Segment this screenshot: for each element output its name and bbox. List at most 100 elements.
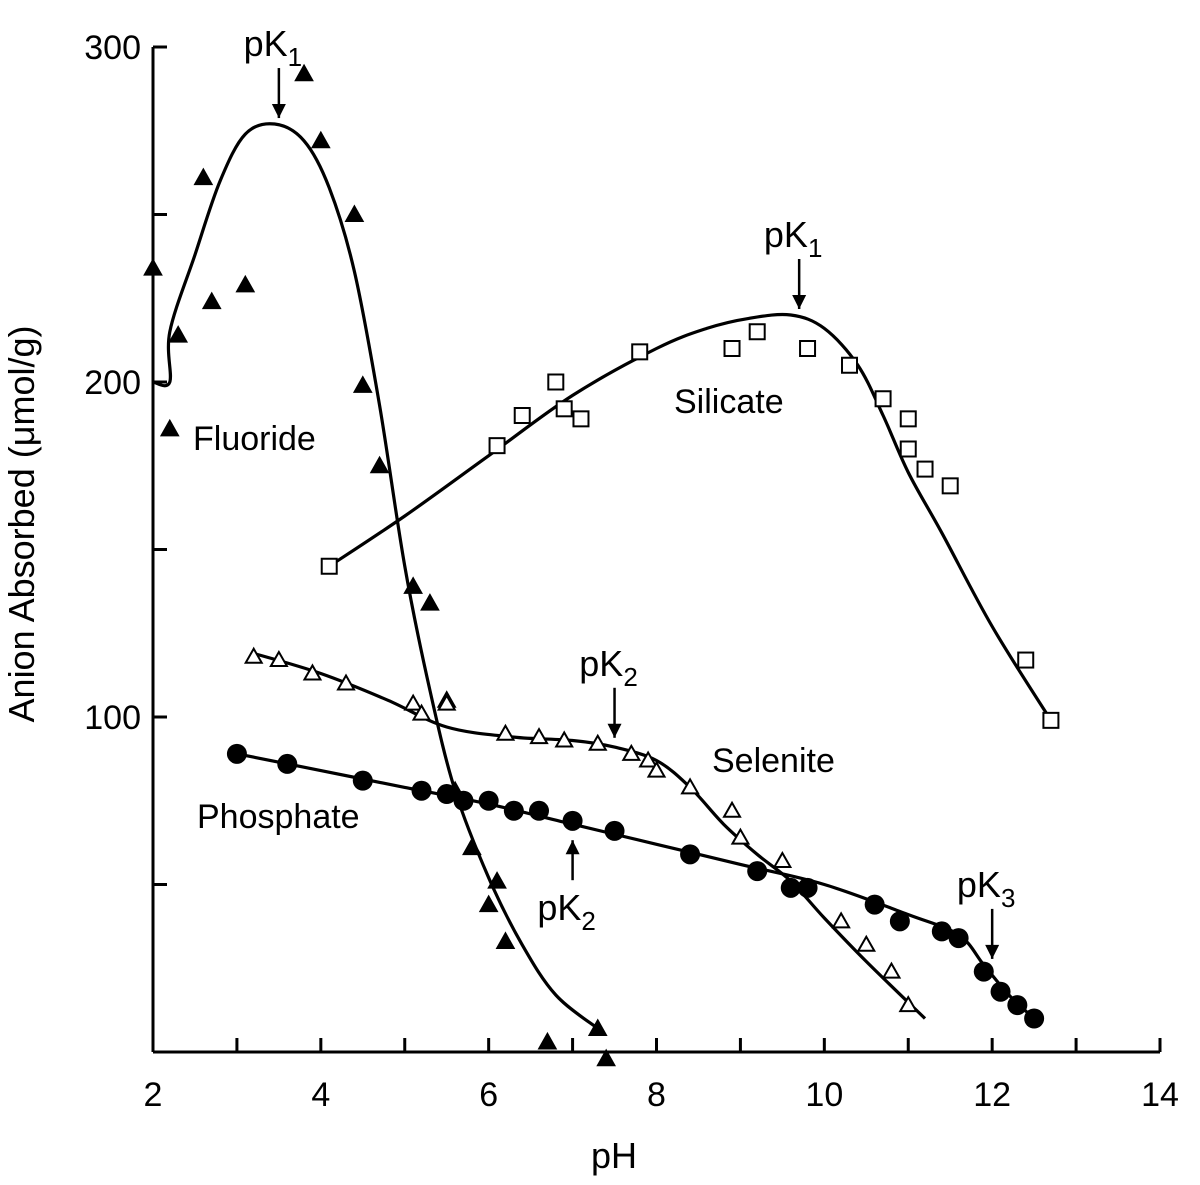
marker-selenite bbox=[529, 727, 549, 745]
series-label-fluoride: Fluoride bbox=[193, 420, 316, 458]
marker-phosphate bbox=[973, 961, 994, 982]
marker-phosphate bbox=[604, 820, 625, 841]
marker-silicate bbox=[1017, 651, 1035, 669]
series-label-selenite: Selenite bbox=[712, 742, 835, 780]
pk-arrow-head bbox=[565, 840, 580, 855]
marker-selenite bbox=[898, 995, 918, 1013]
marker-selenite bbox=[436, 693, 457, 711]
marker-selenite bbox=[881, 961, 902, 979]
marker-silicate bbox=[488, 437, 506, 455]
marker-silicate bbox=[547, 373, 565, 391]
marker-selenite bbox=[336, 673, 356, 691]
x-tick-label: 8 bbox=[647, 1076, 666, 1114]
marker-fluoride bbox=[294, 63, 314, 82]
marker-selenite bbox=[680, 777, 700, 795]
x-axis-title: pH bbox=[591, 1135, 637, 1176]
marker-selenite bbox=[411, 703, 432, 721]
marker-phosphate bbox=[529, 800, 550, 821]
x-tick-label: 2 bbox=[144, 1076, 163, 1114]
pk-label: pK2 bbox=[579, 643, 638, 692]
y-tick-label: 200 bbox=[84, 364, 141, 402]
marker-phosphate bbox=[562, 810, 583, 831]
marker-phosphate bbox=[1007, 995, 1028, 1016]
curve-silicate bbox=[328, 312, 1053, 722]
series-labels: Fluoride Silicate Selenite Phosphate bbox=[193, 383, 835, 836]
marker-selenite bbox=[646, 760, 667, 778]
marker-silicate bbox=[941, 477, 959, 495]
x-tick-label: 4 bbox=[311, 1076, 330, 1114]
marker-fluoride bbox=[369, 455, 390, 474]
pk-arrow-head bbox=[792, 295, 807, 309]
marker-phosphate bbox=[889, 911, 910, 932]
marker-selenite bbox=[730, 827, 751, 845]
marker-silicate bbox=[1042, 711, 1060, 729]
marker-fluoride bbox=[159, 418, 180, 437]
marker-silicate bbox=[748, 323, 766, 341]
y-axis-title: Anion Absorbed (μmol/g) bbox=[1, 326, 42, 723]
x-tick-label: 14 bbox=[1141, 1076, 1179, 1114]
marker-selenite bbox=[243, 646, 264, 664]
marker-fluoride bbox=[420, 593, 440, 611]
marker-fluoride bbox=[201, 291, 222, 310]
pk-annotation-silicate: pK1 bbox=[764, 214, 823, 309]
marker-silicate bbox=[631, 343, 649, 361]
pk-annotation-phosphate: pK2 bbox=[537, 840, 596, 936]
pk-arrow-head bbox=[985, 944, 1000, 959]
marker-phosphate bbox=[948, 928, 969, 949]
y-tick-label: 100 bbox=[84, 699, 141, 737]
marker-phosphate bbox=[747, 861, 768, 882]
marker-selenite bbox=[269, 650, 289, 668]
curve-phosphate bbox=[236, 752, 1036, 1020]
marker-silicate bbox=[899, 440, 917, 458]
marker-phosphate bbox=[411, 780, 432, 801]
marker-fluoride bbox=[403, 576, 423, 594]
marker-fluoride bbox=[193, 167, 214, 186]
marker-silicate bbox=[513, 407, 531, 424]
marker-selenite bbox=[831, 911, 851, 929]
y-tick-label: 300 bbox=[84, 29, 141, 67]
pk-arrow-head bbox=[271, 104, 286, 119]
marker-fluoride bbox=[587, 1018, 608, 1037]
marker-fluoride bbox=[478, 894, 499, 913]
marker-selenite bbox=[495, 723, 516, 741]
marker-selenite bbox=[722, 800, 742, 818]
curve-selenite bbox=[253, 651, 927, 1020]
marker-phosphate bbox=[277, 753, 298, 774]
pk-label: pK1 bbox=[244, 23, 303, 72]
pk-label: pK2 bbox=[537, 887, 596, 936]
marker-phosphate bbox=[780, 877, 801, 898]
pk-label: pK1 bbox=[764, 214, 823, 263]
marker-silicate bbox=[555, 400, 573, 418]
marker-fluoride bbox=[352, 375, 373, 393]
marker-fluoride bbox=[235, 274, 256, 293]
marker-phosphate bbox=[436, 784, 457, 805]
x-tick-label: 10 bbox=[805, 1076, 843, 1114]
marker-fluoride bbox=[495, 931, 516, 949]
fit-curves bbox=[152, 122, 1053, 1030]
marker-phosphate bbox=[226, 743, 247, 764]
marker-fluoride bbox=[596, 1048, 617, 1067]
series-label-phosphate: Phosphate bbox=[197, 798, 360, 836]
axes: 2 4 6 8 10 12 14 100 200 300 bbox=[84, 29, 1179, 1114]
marker-selenite bbox=[588, 733, 608, 751]
marker-selenite bbox=[638, 750, 658, 768]
marker-fluoride bbox=[487, 871, 507, 889]
marker-phosphate bbox=[453, 790, 474, 811]
marker-selenite bbox=[621, 743, 642, 761]
marker-selenite bbox=[554, 730, 574, 748]
marker-fluoride bbox=[537, 1031, 558, 1050]
pk-annotation-phosphate: pK3 bbox=[957, 864, 1016, 959]
marker-phosphate bbox=[680, 844, 701, 865]
marker-phosphate bbox=[352, 770, 373, 791]
marker-phosphate bbox=[931, 921, 952, 942]
pk-annotation-selenite: pK2 bbox=[579, 643, 638, 738]
marker-selenite bbox=[856, 934, 877, 952]
pk-label: pK3 bbox=[957, 864, 1016, 913]
marker-selenite bbox=[772, 851, 793, 869]
data-markers bbox=[143, 63, 1060, 1067]
marker-silicate bbox=[320, 557, 338, 575]
marker-fluoride bbox=[344, 204, 365, 222]
marker-phosphate bbox=[503, 800, 524, 821]
marker-phosphate bbox=[990, 981, 1011, 1002]
